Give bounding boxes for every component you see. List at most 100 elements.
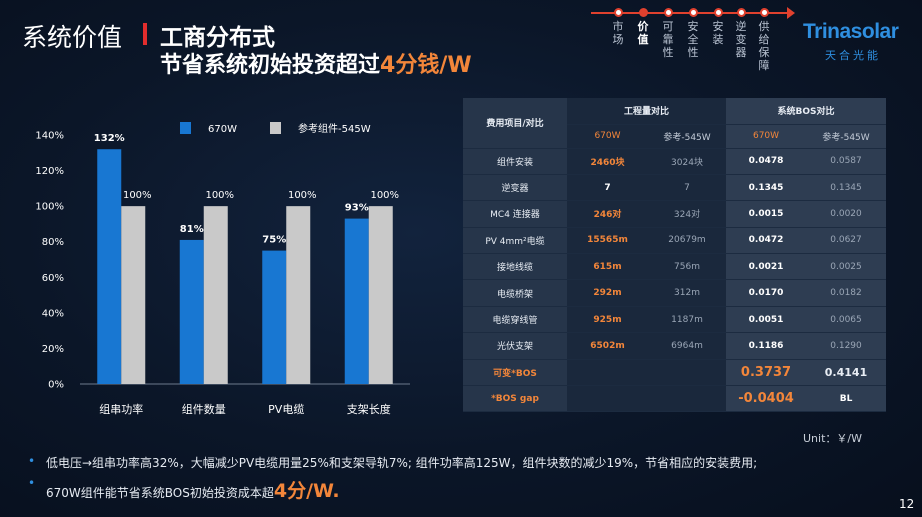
cell-670w-gap: -0.0404 (726, 385, 807, 413)
bullet-icon: • (28, 476, 36, 490)
cell-670w-qty: 615m (567, 253, 648, 281)
cell-ref-bos: 0.1290 (806, 332, 887, 360)
data-label: 100% (288, 190, 317, 201)
legend-swatch (270, 122, 281, 134)
cell-ref-bos: 0.0020 (806, 200, 887, 228)
row-label: 电缆桥架 (463, 279, 567, 307)
nav-dot-icon (713, 8, 723, 17)
nav-item-market[interactable]: 市场 (611, 8, 625, 46)
bar-ref (286, 206, 311, 384)
nav-item-reliability[interactable]: 可靠性 (661, 8, 675, 59)
logo-wordmark: Trinasolar (803, 20, 899, 43)
table-row: 接地线缆 615m 756m 0.0021 0.0025 (463, 253, 887, 281)
bar-670w (97, 149, 122, 384)
cell-ref-total: 0.4141 (806, 359, 887, 387)
cell-670w-total: 0.3737 (726, 359, 807, 387)
bar-ref (203, 206, 228, 384)
y-tick-label: 20% (42, 344, 64, 355)
cell-ref-qty: 7 (648, 174, 727, 202)
bar-670w (344, 218, 369, 384)
cell-ref-qty: 1187m (648, 306, 727, 334)
empty-cell (567, 359, 648, 387)
y-tick-label: 140% (35, 131, 64, 142)
row-label: MC4 连接器 (463, 200, 567, 228)
data-label: 75% (262, 235, 286, 246)
empty-cell (567, 385, 648, 413)
nav-dot-icon (736, 8, 746, 17)
note-highlight: 4分/W. (273, 480, 340, 502)
legend-label: 670W (208, 124, 237, 135)
cell-670w-bos: 0.1186 (726, 332, 807, 360)
table-subheader: 参考-545W (648, 124, 727, 149)
bullet-icon: • (28, 454, 36, 468)
bar-ref (121, 206, 146, 384)
y-tick-label: 40% (42, 308, 64, 319)
row-label-gap: *BOS gap (463, 385, 567, 413)
nav-dot-icon (688, 8, 698, 17)
nav-label: 市场 (612, 20, 624, 46)
data-label: 100% (123, 190, 152, 201)
headline-highlight: 4分钱/W (380, 53, 472, 78)
headline-text: 节省系统初始投资超过 (160, 53, 381, 78)
cell-670w-bos: 0.0170 (726, 279, 807, 307)
nav-item-safety[interactable]: 安全性 (686, 8, 700, 59)
table-corner-header: 费用项目/对比 (463, 98, 567, 149)
cell-ref-bos: 0.0627 (806, 227, 887, 255)
table-header-row: 费用项目/对比 工程量对比 系统BOS对比 (463, 98, 887, 149)
nav-dot-icon (638, 8, 648, 17)
data-label: 132% (94, 133, 125, 144)
section-subtitle: 工商分布式 (160, 25, 275, 51)
cell-ref-bos: 0.0025 (806, 253, 887, 281)
bar-chart: 0% 20% 40% 60% 80% 100% 120% 140% 132% 100% 组串功率 81… (35, 122, 410, 416)
page-number: 12 (899, 497, 915, 511)
cell-670w-bos: 0.0021 (726, 253, 807, 281)
y-tick-label: 100% (35, 202, 64, 213)
table-subheader: 参考-545W (806, 124, 887, 149)
cell-ref-qty: 3024块 (648, 148, 727, 175)
nav-item-installation[interactable]: 安装 (711, 8, 725, 46)
x-tick-label: PV电缆 (268, 403, 304, 416)
legend-label: 参考组件-545W (298, 122, 371, 135)
nav-label: 逆变器 (735, 20, 747, 59)
nav-label: 供给保障 (758, 20, 770, 72)
table-gap-row: *BOS gap -0.0404 BL (463, 385, 887, 413)
table-subheader-row: 670W 参考-545W 670W 参考-545W (463, 124, 887, 149)
nav-dot-icon (613, 8, 623, 17)
row-label-total: 可变*BOS (463, 359, 567, 387)
note-item: • 低电压→组串功率高32%，大幅减少PV电缆用量25%和支架导轨7%; 组件功率… (24, 454, 904, 471)
cell-670w-qty: 2460块 (567, 148, 648, 175)
nav-label: 安装 (712, 20, 724, 46)
cell-ref-gap: BL (806, 385, 887, 413)
row-label: 电缆穿线管 (463, 306, 567, 334)
brand-logo: Trinasolar 天合光能 (803, 20, 903, 63)
data-label: 100% (205, 190, 234, 201)
cell-ref-bos: 0.1345 (806, 174, 887, 202)
nav-dot-icon (663, 8, 673, 17)
table-row: 电缆桥架 292m 312m 0.0170 0.0182 (463, 279, 887, 307)
empty-cell (648, 359, 727, 387)
nav-item-inverter[interactable]: 逆变器 (734, 8, 748, 59)
note-item: • 670W组件能节省系统BOS初始投资成本超4分/W. (24, 476, 904, 503)
cell-670w-qty: 246对 (567, 200, 648, 228)
empty-cell (648, 385, 727, 413)
table-subheader: 670W (726, 124, 807, 149)
cell-ref-qty: 20679m (648, 227, 727, 255)
legend-swatch (180, 122, 191, 134)
logo-cn-text: 天合光能 (825, 49, 881, 62)
table-row: 组件安装 2460块 3024块 0.0478 0.0587 (463, 148, 887, 175)
cell-ref-bos: 0.0065 (806, 306, 887, 334)
nav-label: 价值 (637, 20, 649, 46)
nav-item-value[interactable]: 价值 (636, 8, 650, 46)
nav-item-supply[interactable]: 供给保障 (757, 8, 771, 72)
cell-670w-qty: 15565m (567, 227, 648, 255)
y-tick-label: 0% (48, 380, 64, 391)
data-label: 100% (370, 190, 399, 201)
nav-dot-icon (759, 8, 769, 17)
cell-ref-bos: 0.0182 (806, 279, 887, 307)
cell-670w-bos: 0.0051 (726, 306, 807, 334)
row-label: 组件安装 (463, 148, 567, 175)
table-row: 逆变器 7 7 0.1345 0.1345 (463, 174, 887, 202)
cell-670w-bos: 0.0478 (726, 148, 807, 175)
table-row: MC4 连接器 246对 324对 0.0015 0.0020 (463, 200, 887, 228)
table-subheader: 670W (567, 124, 648, 149)
